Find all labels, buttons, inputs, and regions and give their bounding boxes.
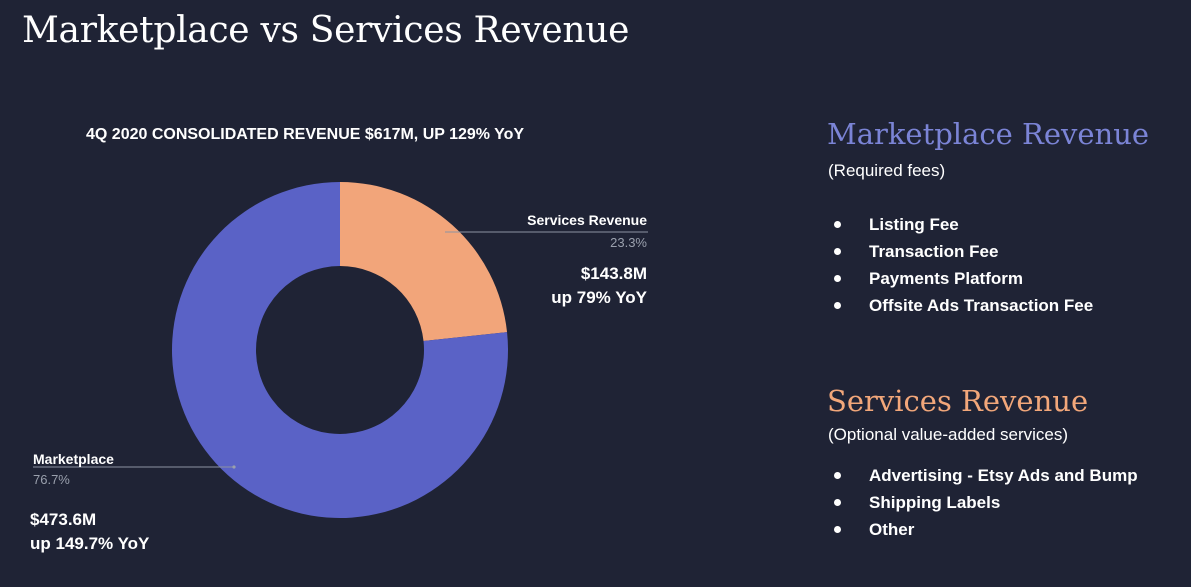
marketplace-revenue-amount: $473.6M bbox=[30, 510, 97, 529]
list-item-label: Payments Platform bbox=[869, 269, 1023, 288]
services-panel-subheading: (Optional value-added services) bbox=[828, 425, 1069, 444]
marketplace-slice-percent: 76.7% bbox=[33, 472, 70, 487]
page-title: Marketplace vs Services Revenue bbox=[22, 10, 630, 51]
donut-slice-services-revenue bbox=[340, 182, 508, 342]
marketplace-panel-heading: Marketplace Revenue bbox=[827, 117, 1150, 151]
donut-slice-marketplace bbox=[172, 182, 509, 518]
list-item-label: Offsite Ads Transaction Fee bbox=[869, 296, 1094, 315]
list-item-label: Advertising - Etsy Ads and Bump bbox=[869, 466, 1138, 485]
services-revenue-amount: $143.8M bbox=[580, 264, 647, 283]
list-item: Other bbox=[832, 516, 1138, 543]
list-item: Transaction Fee bbox=[832, 238, 1093, 265]
bullet-icon bbox=[834, 471, 841, 479]
services-revenue-growth: up 79% YoY bbox=[551, 288, 647, 307]
marketplace-revenue-growth: up 149.7% YoY bbox=[30, 534, 150, 553]
services-list: Advertising - Etsy Ads and Bump Shipping… bbox=[832, 462, 1138, 543]
marketplace-leader-dot bbox=[232, 465, 236, 469]
bullet-icon bbox=[834, 525, 841, 533]
list-item-label: Transaction Fee bbox=[869, 242, 999, 261]
marketplace-fee-list: Listing Fee Transaction Fee Payments Pla… bbox=[832, 211, 1093, 319]
bullet-icon bbox=[834, 274, 841, 282]
bullet-icon bbox=[834, 247, 841, 255]
list-item: Shipping Labels bbox=[832, 489, 1138, 516]
services-slice-label: Services Revenue bbox=[527, 212, 647, 228]
list-item: Listing Fee bbox=[832, 211, 1093, 238]
list-item: Payments Platform bbox=[832, 265, 1093, 292]
services-slice-percent: 23.3% bbox=[610, 235, 647, 250]
list-item-label: Listing Fee bbox=[869, 215, 959, 234]
services-panel-heading: Services Revenue bbox=[827, 384, 1089, 418]
list-item-label: Shipping Labels bbox=[869, 493, 1001, 512]
list-item: Advertising - Etsy Ads and Bump bbox=[832, 462, 1138, 489]
chart-title: 4Q 2020 CONSOLIDATED REVENUE $617M, UP 1… bbox=[86, 126, 525, 143]
list-item: Offsite Ads Transaction Fee bbox=[832, 292, 1093, 319]
list-item-label: Other bbox=[869, 520, 915, 539]
marketplace-panel-subheading: (Required fees) bbox=[828, 161, 946, 180]
bullet-icon bbox=[834, 220, 841, 228]
bullet-icon bbox=[834, 301, 841, 309]
donut-chart bbox=[33, 182, 648, 518]
marketplace-slice-label: Marketplace bbox=[33, 451, 114, 467]
bullet-icon bbox=[834, 498, 841, 506]
